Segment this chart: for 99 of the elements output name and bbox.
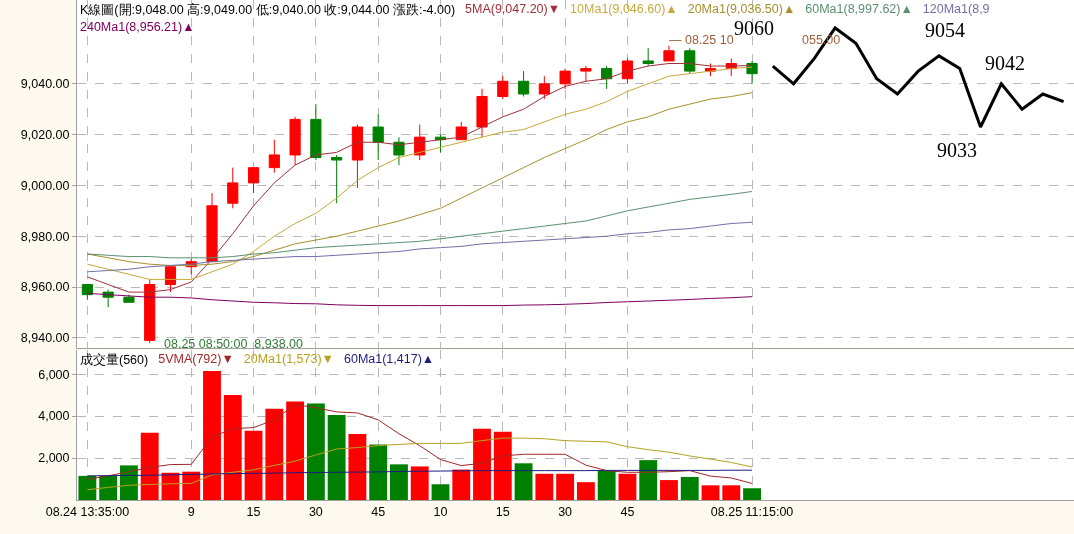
- bar: [182, 471, 201, 500]
- x-tick-label: 45: [620, 505, 635, 519]
- bar: [473, 428, 491, 500]
- text: 240Ma1(8,956.21)▲: [80, 20, 195, 34]
- y-tick-label: 4,000: [38, 409, 70, 424]
- candlestick: [663, 45, 675, 62]
- candlestick: [497, 75, 509, 100]
- text: 5MA(9,047.20)▼: [465, 2, 561, 18]
- candlestick: [268, 139, 280, 174]
- annotation: 9060: [734, 17, 774, 39]
- bar: [99, 475, 118, 500]
- bar: [348, 433, 367, 500]
- text: 20Ma1(1,573)▼: [243, 352, 334, 368]
- x-tick-label: 9: [187, 505, 195, 519]
- candlestick: [601, 65, 613, 90]
- candlestick: [393, 136, 405, 166]
- text: 10Ma1(9,046.60)▲: [570, 2, 678, 18]
- y-tick-label: 6,000: [38, 367, 70, 382]
- bar: [244, 430, 263, 500]
- annotation: 08.25 08:50:00 8,938.00: [164, 337, 304, 351]
- text: 60Ma1(8,997.62)▲: [805, 2, 913, 18]
- x-tick-label: 30: [308, 505, 323, 519]
- candlestick: [206, 192, 218, 263]
- annotation: 9033: [937, 139, 977, 161]
- text: 20Ma1(9,036.50)▲: [687, 2, 796, 16]
- x-tick-label: 08.24 13:35:00: [45, 505, 130, 519]
- line-series: [86, 191, 753, 259]
- bar: [265, 408, 284, 500]
- bar: [722, 485, 741, 500]
- bar: [680, 476, 699, 500]
- text: 5VMA(792)▼: [158, 352, 234, 368]
- candlestick: [372, 113, 384, 161]
- bar: [390, 464, 408, 500]
- bar: [306, 403, 325, 500]
- bar: [327, 415, 346, 500]
- y-tick-label: 9,000.00: [20, 178, 70, 193]
- bar: [203, 370, 221, 500]
- candlestick: [247, 167, 260, 194]
- candlestick: [538, 75, 550, 100]
- bar: [660, 480, 678, 500]
- line-series: [86, 404, 753, 484]
- bar: [140, 432, 159, 500]
- x-tick-label: 45: [371, 505, 386, 519]
- bar: [618, 473, 637, 500]
- candlestick: [123, 294, 135, 303]
- bar: [223, 395, 242, 500]
- text: 120Ma1(8,9: [922, 2, 990, 18]
- candlestick: [227, 167, 239, 209]
- candlestick: [455, 121, 467, 141]
- y-tick-label: 8,960.00: [20, 280, 70, 295]
- bar: [701, 485, 720, 500]
- y-tick-label: 8,980.00: [20, 229, 70, 244]
- bar: [410, 466, 429, 500]
- candlestick: [81, 284, 93, 301]
- line-series: [86, 292, 753, 307]
- annotation: 9054: [925, 19, 965, 41]
- bar: [556, 473, 575, 500]
- candlestick: [351, 123, 363, 189]
- candlestick: [164, 266, 177, 293]
- x-tick-label: 08.25 11:15:00: [710, 505, 794, 519]
- text: 60Ma1(1,417)▲: [343, 352, 435, 368]
- bar: [743, 488, 761, 500]
- bar: [514, 463, 533, 500]
- y-tick-label: 9,040.00: [20, 77, 70, 92]
- candlestick: [621, 57, 634, 85]
- candlestick: [746, 60, 758, 85]
- bar: [597, 470, 616, 500]
- candlestick: [559, 68, 571, 90]
- chart-title: 成交量(560): [80, 352, 149, 369]
- bar: [369, 444, 388, 500]
- y-tick-label: 2,000: [38, 451, 70, 466]
- y-tick-label: 8,940.00: [20, 331, 70, 346]
- x-tick-label: 10: [433, 505, 448, 519]
- bar: [452, 469, 471, 500]
- bar: [286, 401, 305, 500]
- bar: [639, 460, 658, 500]
- annotation: 9042: [985, 52, 1025, 74]
- candlestick: [331, 154, 343, 204]
- bar: [493, 431, 512, 500]
- candlestick: [289, 116, 301, 166]
- x-tick-label: 15: [495, 505, 510, 519]
- bar: [78, 475, 97, 500]
- candlestick: [684, 47, 696, 75]
- y-tick-label: 9,020.00: [20, 128, 70, 143]
- candlestick: [642, 47, 654, 67]
- candlestick: [517, 70, 530, 98]
- line-series: [86, 437, 753, 491]
- candlestick: [476, 88, 488, 138]
- bar: [431, 484, 450, 500]
- line-series: [86, 221, 753, 273]
- bar: [535, 473, 554, 500]
- x-tick-label: 30: [558, 505, 573, 519]
- annotation: — 08.25 10: [669, 33, 734, 47]
- candlestick: [310, 103, 322, 161]
- candlestick: [144, 278, 156, 344]
- bar: [576, 482, 595, 500]
- chart-title: K線圖(開:9,048.00 高:9,049.00 低:9,040.00 收:9,044.00 漲跌:-4.00): [80, 2, 456, 19]
- candlestick: [580, 65, 592, 82]
- x-tick-label: 15: [246, 505, 261, 519]
